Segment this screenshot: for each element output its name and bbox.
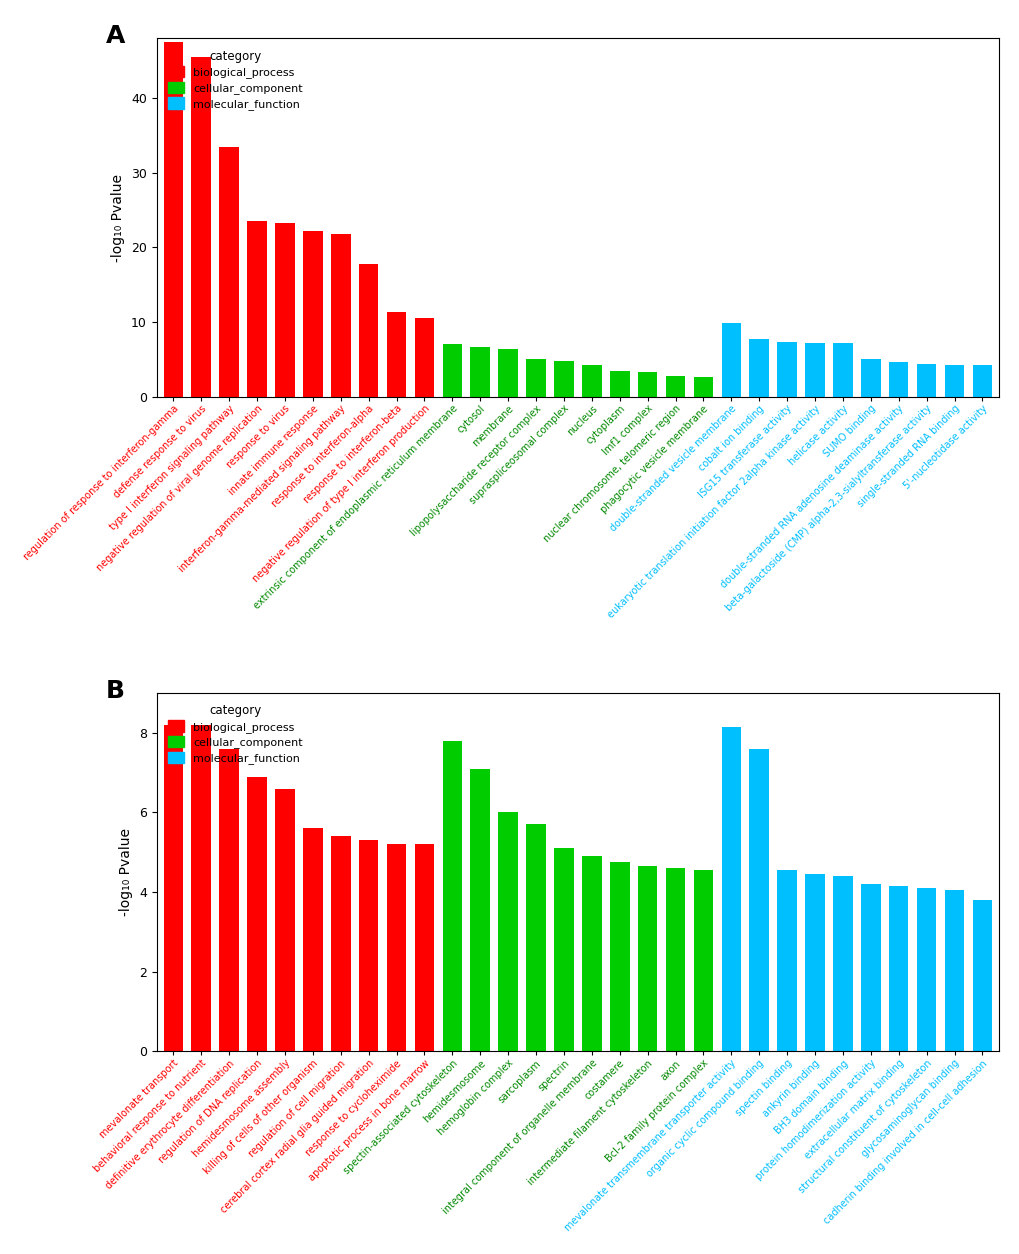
Bar [720, 324, 741, 396]
Y-axis label: -log₁₀ Pvalue: -log₁₀ Pvalue [119, 828, 133, 917]
Text: B: B [106, 678, 125, 702]
Bar [415, 844, 434, 1051]
Bar [720, 727, 741, 1051]
Bar [889, 887, 908, 1051]
Bar [972, 365, 991, 396]
Bar [609, 370, 629, 396]
Bar [275, 789, 294, 1051]
Bar [553, 848, 573, 1051]
Bar [637, 867, 657, 1051]
Bar [916, 364, 935, 396]
Bar [219, 749, 238, 1051]
Bar [192, 725, 211, 1051]
Bar [498, 349, 518, 396]
Legend: biological_process, cellular_component, molecular_function: biological_process, cellular_component, … [162, 698, 308, 770]
Bar [275, 223, 294, 396]
Bar [247, 776, 267, 1051]
Bar [833, 342, 852, 396]
Bar [526, 359, 545, 396]
Bar [359, 840, 378, 1051]
Text: A: A [106, 24, 125, 48]
Bar [163, 725, 183, 1051]
Bar [359, 263, 378, 396]
Bar [637, 372, 657, 396]
Bar [609, 863, 629, 1051]
Bar [192, 56, 211, 396]
Bar [749, 749, 768, 1051]
Bar [331, 836, 351, 1051]
Bar [972, 900, 991, 1051]
Bar [442, 741, 462, 1051]
Bar [303, 231, 322, 396]
Bar [163, 43, 183, 396]
Bar [944, 365, 963, 396]
Bar [386, 844, 406, 1051]
Bar [386, 311, 406, 396]
Bar [804, 342, 824, 396]
Bar [860, 360, 879, 396]
Bar [526, 824, 545, 1051]
Bar [693, 377, 712, 396]
Bar [916, 888, 935, 1051]
Bar [944, 890, 963, 1051]
Y-axis label: -log₁₀ Pvalue: -log₁₀ Pvalue [111, 173, 125, 262]
Bar [331, 234, 351, 396]
Bar [665, 376, 685, 396]
Bar [776, 870, 796, 1051]
Bar [582, 365, 601, 396]
Bar [889, 361, 908, 396]
Bar [582, 856, 601, 1051]
Bar [415, 317, 434, 396]
Bar [219, 147, 238, 396]
Bar [303, 829, 322, 1051]
Bar [470, 346, 489, 396]
Bar [749, 339, 768, 396]
Bar [470, 769, 489, 1051]
Bar [442, 344, 462, 396]
Bar [776, 342, 796, 396]
Bar [498, 813, 518, 1051]
Bar [665, 868, 685, 1051]
Bar [693, 870, 712, 1051]
Bar [247, 221, 267, 396]
Bar [804, 874, 824, 1051]
Bar [833, 877, 852, 1051]
Bar [553, 361, 573, 396]
Legend: biological_process, cellular_component, molecular_function: biological_process, cellular_component, … [162, 44, 308, 115]
Bar [860, 884, 879, 1051]
